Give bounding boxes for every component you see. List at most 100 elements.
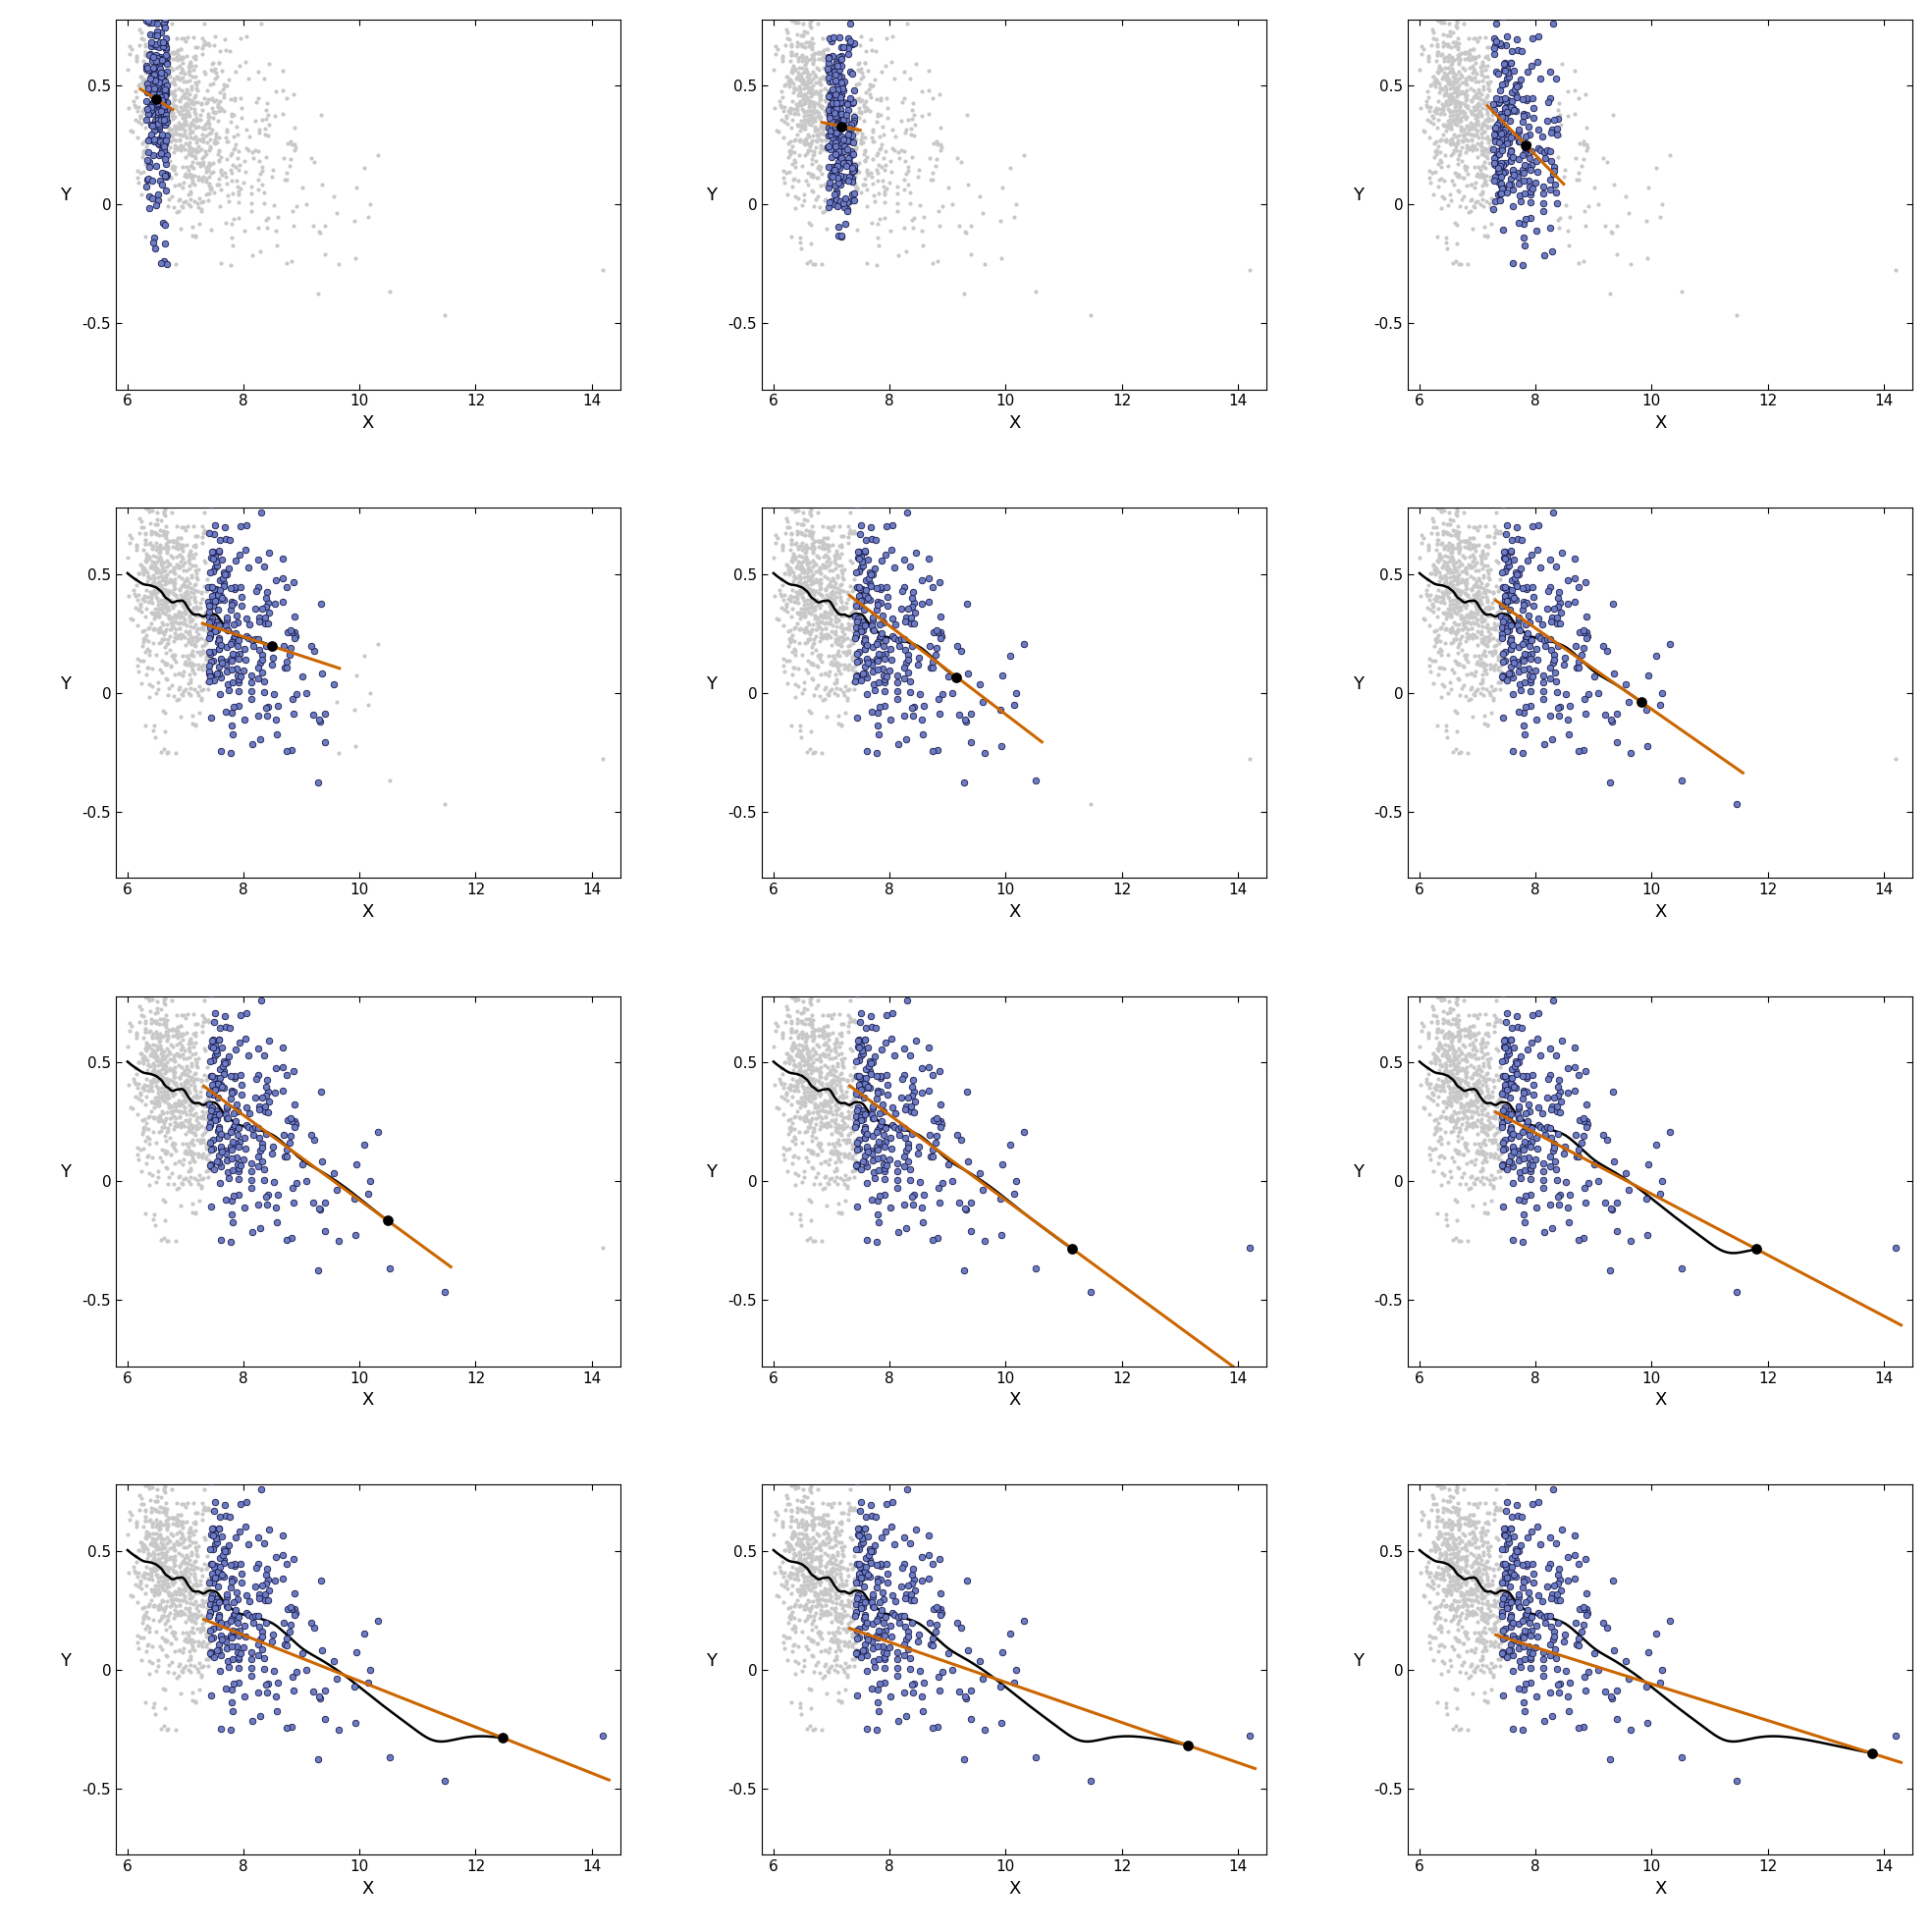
Point bbox=[149, 128, 180, 158]
Point bbox=[825, 1097, 856, 1128]
Point bbox=[242, 1113, 272, 1144]
Point bbox=[168, 1150, 199, 1180]
Point bbox=[1571, 135, 1602, 166]
Point bbox=[129, 1578, 160, 1609]
Point bbox=[782, 1546, 813, 1577]
Point bbox=[1457, 170, 1488, 201]
Point bbox=[245, 1211, 276, 1242]
Point bbox=[817, 510, 848, 541]
Point bbox=[922, 126, 952, 156]
Point bbox=[153, 89, 184, 120]
Point bbox=[1414, 1138, 1445, 1169]
Point bbox=[1482, 83, 1513, 114]
Point bbox=[1490, 1134, 1520, 1165]
Point bbox=[825, 630, 856, 661]
Point bbox=[155, 1578, 185, 1609]
Point bbox=[164, 114, 195, 145]
Point bbox=[1495, 139, 1526, 170]
Point bbox=[149, 1600, 180, 1631]
Point bbox=[1420, 512, 1451, 543]
Point bbox=[276, 1609, 307, 1640]
Point bbox=[1428, 520, 1459, 551]
Point bbox=[247, 1128, 278, 1159]
Point bbox=[129, 1016, 160, 1047]
Point bbox=[786, 1066, 817, 1097]
Point bbox=[788, 108, 819, 139]
Point bbox=[1551, 75, 1582, 106]
Point bbox=[1424, 1148, 1455, 1179]
Point bbox=[143, 1482, 174, 1513]
Point bbox=[243, 145, 274, 176]
Point bbox=[792, 104, 823, 135]
Point bbox=[835, 985, 866, 1016]
Point bbox=[1532, 1111, 1563, 1142]
Point bbox=[1511, 1105, 1542, 1136]
Point bbox=[131, 473, 162, 504]
Point bbox=[1432, 1005, 1463, 1036]
Point bbox=[858, 668, 889, 699]
Point bbox=[137, 99, 168, 129]
Point bbox=[914, 1032, 945, 1063]
Point bbox=[187, 1003, 218, 1034]
Point bbox=[800, 1714, 831, 1745]
Point bbox=[811, 1575, 842, 1605]
Point bbox=[813, 1652, 844, 1683]
Point bbox=[126, 1526, 156, 1557]
Point bbox=[825, 609, 856, 639]
Point bbox=[817, 1548, 848, 1578]
Point bbox=[1430, 1542, 1461, 1573]
Point bbox=[1466, 139, 1497, 170]
Point bbox=[821, 85, 852, 116]
Point bbox=[782, 583, 813, 614]
Point bbox=[118, 91, 149, 122]
Point bbox=[170, 1573, 201, 1604]
Point bbox=[236, 195, 267, 226]
Point bbox=[191, 1130, 222, 1161]
Point bbox=[1439, 1553, 1470, 1584]
Point bbox=[840, 133, 871, 164]
Point bbox=[191, 641, 222, 672]
Point bbox=[794, 1063, 825, 1094]
Point bbox=[298, 1188, 328, 1219]
Point bbox=[1445, 112, 1476, 143]
Point bbox=[174, 1596, 205, 1627]
Point bbox=[1439, 1549, 1470, 1580]
Point bbox=[1486, 618, 1517, 649]
Point bbox=[205, 1167, 236, 1198]
Point bbox=[174, 1115, 205, 1146]
Point bbox=[131, 1070, 162, 1101]
Point bbox=[207, 1607, 238, 1638]
Point bbox=[193, 1563, 224, 1594]
Point bbox=[158, 1128, 189, 1159]
Point bbox=[166, 1598, 197, 1629]
Point bbox=[1478, 195, 1509, 226]
Point bbox=[1412, 1542, 1443, 1573]
Point bbox=[1441, 999, 1472, 1030]
Point bbox=[842, 1032, 873, 1063]
Point bbox=[806, 572, 837, 603]
Point bbox=[1426, 1051, 1457, 1082]
Point bbox=[790, 1117, 821, 1148]
Point bbox=[898, 1076, 929, 1107]
Point bbox=[129, 1007, 160, 1037]
Point bbox=[257, 1627, 288, 1658]
Point bbox=[1435, 1548, 1466, 1578]
Point bbox=[153, 1567, 184, 1598]
Point bbox=[180, 99, 211, 129]
Point bbox=[1437, 1059, 1468, 1090]
Point bbox=[124, 168, 155, 199]
Point bbox=[1517, 1638, 1548, 1669]
Point bbox=[124, 1495, 155, 1526]
Point bbox=[1432, 124, 1463, 155]
Point bbox=[151, 149, 182, 180]
Point bbox=[137, 1101, 168, 1132]
Point bbox=[784, 126, 815, 156]
Point bbox=[831, 1590, 862, 1621]
Point bbox=[798, 1586, 829, 1617]
Point bbox=[1472, 609, 1503, 639]
Point bbox=[174, 1088, 205, 1119]
Point bbox=[1435, 1009, 1466, 1039]
Point bbox=[1463, 1074, 1493, 1105]
Point bbox=[808, 1488, 838, 1519]
Point bbox=[1420, 135, 1451, 166]
